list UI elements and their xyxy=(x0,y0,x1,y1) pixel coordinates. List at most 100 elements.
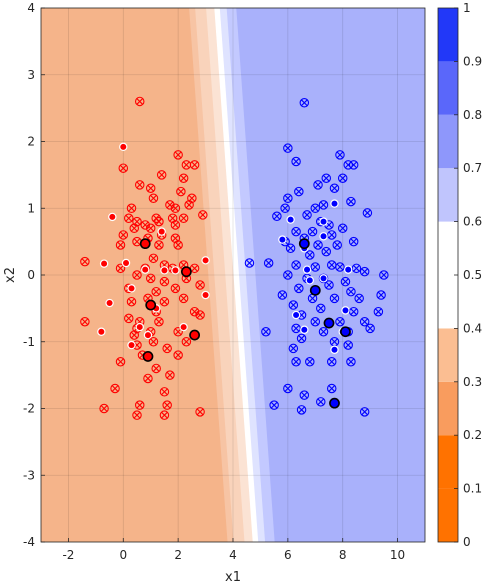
point-crossed-blue xyxy=(318,326,329,337)
point-crossed-blue xyxy=(332,240,342,250)
point-crossed-blue xyxy=(272,211,282,222)
point-cross xyxy=(172,205,179,212)
point-dot-blue xyxy=(330,345,339,354)
point-cross xyxy=(292,228,300,235)
point-circle xyxy=(124,213,134,224)
point-crossed-red xyxy=(99,403,109,414)
point-crossed-blue xyxy=(244,258,255,268)
point-cross xyxy=(342,278,349,285)
point-crossed-blue xyxy=(291,226,301,237)
point-cross xyxy=(350,238,357,245)
point-crossed-red xyxy=(118,163,129,173)
point-circle xyxy=(346,357,356,367)
point-circle xyxy=(343,160,353,170)
point-highlight-blue xyxy=(298,238,310,250)
point-cross xyxy=(141,221,149,229)
point-circle xyxy=(365,323,375,334)
point-crossed-blue xyxy=(348,160,359,170)
point-crossed-blue xyxy=(316,397,326,407)
point-circle xyxy=(291,323,301,334)
point-circle xyxy=(326,230,337,240)
point-cross xyxy=(183,338,190,345)
point-circle xyxy=(154,216,164,227)
colorbar-segment xyxy=(438,61,458,115)
point-crossed-blue xyxy=(362,208,373,218)
point-crossed-red xyxy=(189,306,200,317)
point-cross xyxy=(174,328,182,335)
point-circle xyxy=(294,283,304,294)
point-circle xyxy=(115,240,126,250)
point-cross xyxy=(166,201,174,209)
point-crossed-blue xyxy=(324,280,334,290)
point-crossed-blue xyxy=(269,400,279,410)
point-cross xyxy=(331,295,338,302)
point-cross xyxy=(174,151,182,159)
point-cross xyxy=(331,338,338,345)
point-circle xyxy=(280,203,290,214)
colorbar-tick-label: 0.1 xyxy=(463,482,482,496)
point-cross xyxy=(188,194,196,202)
point-cross xyxy=(120,164,127,172)
point-circle xyxy=(154,240,164,250)
point-circle xyxy=(263,258,274,268)
point-cross xyxy=(375,308,382,315)
x-tick-label: -2 xyxy=(62,548,74,562)
point-crossed-blue xyxy=(313,180,323,190)
point-circle xyxy=(165,370,175,380)
point-highlight-red xyxy=(180,266,192,278)
point-cross xyxy=(298,335,305,342)
point-circle xyxy=(143,373,153,384)
point-cross xyxy=(163,345,171,352)
point-cross xyxy=(347,198,355,205)
point-crossed-red xyxy=(134,400,145,410)
point-crossed-red xyxy=(178,213,189,224)
point-circle xyxy=(291,357,301,367)
point-cross xyxy=(100,405,108,412)
point-circle xyxy=(316,303,326,314)
point-crossed-red xyxy=(134,180,145,190)
point-crossed-blue xyxy=(305,357,315,367)
point-circle xyxy=(154,316,164,327)
point-cross xyxy=(292,158,300,165)
point-crossed-blue xyxy=(310,203,321,214)
point-cross xyxy=(128,298,135,305)
point-circle xyxy=(176,186,186,197)
point-circle xyxy=(321,173,332,183)
point-circle xyxy=(126,203,137,214)
point-crossed-blue xyxy=(326,230,337,240)
point-cross xyxy=(339,174,346,182)
point-crossed-red xyxy=(173,350,183,360)
point-dot-red xyxy=(99,259,109,268)
point-circle xyxy=(310,203,321,214)
point-circle xyxy=(283,193,293,203)
point-circle xyxy=(184,200,194,210)
point-crossed-red xyxy=(195,310,205,320)
point-cross xyxy=(336,151,344,159)
colorbar-segment xyxy=(438,221,458,329)
point-crossed-blue xyxy=(263,258,274,268)
point-circle xyxy=(170,203,181,214)
point-crossed-blue xyxy=(359,316,370,327)
point-cross xyxy=(172,221,179,229)
point-crossed-blue xyxy=(348,306,359,317)
point-crossed-red xyxy=(170,220,181,230)
point-cross xyxy=(361,408,368,416)
point-cross xyxy=(298,406,305,414)
point-crossed-red xyxy=(156,170,167,180)
point-cross xyxy=(301,99,308,107)
point-circle xyxy=(129,330,140,340)
point-dot-blue xyxy=(319,274,328,283)
point-cross xyxy=(328,385,335,392)
point-cross xyxy=(309,295,316,302)
y-tick-label: 4 xyxy=(27,1,35,15)
point-cross xyxy=(131,225,138,232)
point-circle xyxy=(313,240,323,250)
point-dot-blue xyxy=(319,232,328,241)
point-crossed-red xyxy=(159,276,170,287)
point-crossed-blue xyxy=(296,333,307,344)
point-cross xyxy=(320,328,327,335)
point-crossed-red xyxy=(129,330,140,340)
point-crossed-blue xyxy=(376,290,386,300)
point-cross xyxy=(161,388,168,396)
point-crossed-red xyxy=(145,223,156,234)
